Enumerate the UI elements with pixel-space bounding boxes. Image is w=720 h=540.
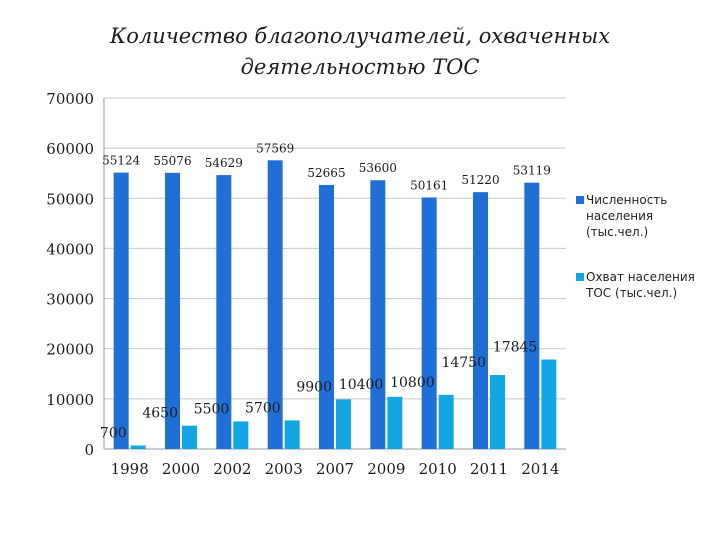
data-label-population-1998: 55124 — [102, 154, 141, 168]
data-label-tos-coverage-1998: 700 — [100, 425, 127, 441]
y-tick-label-0: 0 — [84, 441, 94, 459]
bar-population-2002 — [216, 175, 232, 449]
legend-label-population-1: Численность — [586, 193, 668, 207]
x-tick-label-1998: 1998 — [111, 460, 149, 478]
bar-tos-coverage-2009 — [387, 396, 403, 449]
bar-tos-coverage-2000 — [182, 425, 197, 449]
legend-item-population: Численность населения (тыс.чел.) — [576, 192, 716, 240]
data-label-population-2007: 52665 — [307, 166, 345, 180]
data-label-tos-coverage-2003: 5700 — [245, 400, 281, 416]
legend-label-population-2: населения — [586, 209, 654, 223]
x-tick-label-2011: 2011 — [470, 460, 508, 478]
y-tick-label-70000: 70000 — [46, 90, 94, 108]
data-label-tos-coverage-2010: 10800 — [390, 375, 435, 391]
bar-tos-coverage-2010 — [438, 394, 454, 449]
bar-tos-coverage-2002 — [233, 421, 249, 449]
legend-swatch-population — [576, 196, 584, 204]
bar-population-2007 — [319, 184, 334, 449]
data-label-tos-coverage-2014: 17845 — [493, 340, 538, 356]
y-tick-label-40000: 40000 — [46, 240, 94, 258]
data-label-population-2003: 57569 — [256, 141, 294, 155]
x-tick-label-2014: 2014 — [521, 460, 559, 478]
bar-tos-coverage-2011 — [490, 375, 505, 449]
bar-tos-coverage-2014 — [541, 359, 557, 449]
data-label-population-2010: 50161 — [410, 178, 448, 192]
y-tick-label-60000: 60000 — [46, 140, 94, 158]
data-label-tos-coverage-2011: 14750 — [441, 355, 486, 371]
data-label-tos-coverage-2002: 5500 — [194, 401, 230, 417]
bar-population-2000 — [165, 172, 180, 450]
data-label-tos-coverage-2000: 4650 — [142, 406, 178, 422]
x-tick-label-2003: 2003 — [265, 460, 303, 478]
legend-label-tos-coverage-2: ТОС (тыс.чел.) — [586, 286, 678, 300]
bar-population-2009 — [370, 180, 386, 449]
y-tick-label-50000: 50000 — [46, 190, 94, 208]
bar-population-1998 — [113, 172, 129, 449]
chart-title-line-1: Количество благополучателей, охваченных — [109, 24, 611, 48]
y-tick-label-20000: 20000 — [46, 341, 94, 359]
bar-population-2014 — [524, 182, 540, 449]
bar-tos-coverage-2003 — [284, 420, 300, 449]
data-label-population-2014: 53119 — [513, 164, 551, 178]
x-tick-label-2010: 2010 — [419, 460, 457, 478]
x-tick-label-2009: 2009 — [367, 460, 405, 478]
bar-population-2010 — [421, 197, 437, 449]
data-label-population-2009: 53600 — [359, 161, 397, 175]
legend-item-tos-coverage: Охват населения ТОС (тыс.чел.) — [576, 269, 716, 301]
legend-label-tos-coverage-1: Охват населения — [586, 270, 695, 284]
bar-tos-coverage-2007 — [336, 399, 351, 449]
data-label-tos-coverage-2009: 10400 — [339, 377, 384, 393]
bar-population-2003 — [267, 160, 283, 449]
legend-swatch-tos-coverage — [576, 273, 584, 281]
y-tick-label-30000: 30000 — [46, 291, 94, 309]
data-label-population-2000: 55076 — [153, 154, 191, 168]
x-tick-label-2002: 2002 — [213, 460, 251, 478]
bar-population-2011 — [473, 192, 488, 450]
data-label-tos-coverage-2007: 9900 — [296, 379, 332, 395]
chart-title-line-2: деятельностью ТОС — [240, 55, 480, 79]
y-tick-label-10000: 10000 — [46, 391, 94, 409]
x-tick-label-2007: 2007 — [316, 460, 354, 478]
bar-tos-coverage-1998 — [130, 445, 146, 449]
x-tick-label-2000: 2000 — [162, 460, 200, 478]
legend-label-population-3: (тыс.чел.) — [586, 225, 649, 239]
data-label-population-2011: 51220 — [461, 173, 499, 187]
data-label-population-2002: 54629 — [205, 156, 243, 170]
